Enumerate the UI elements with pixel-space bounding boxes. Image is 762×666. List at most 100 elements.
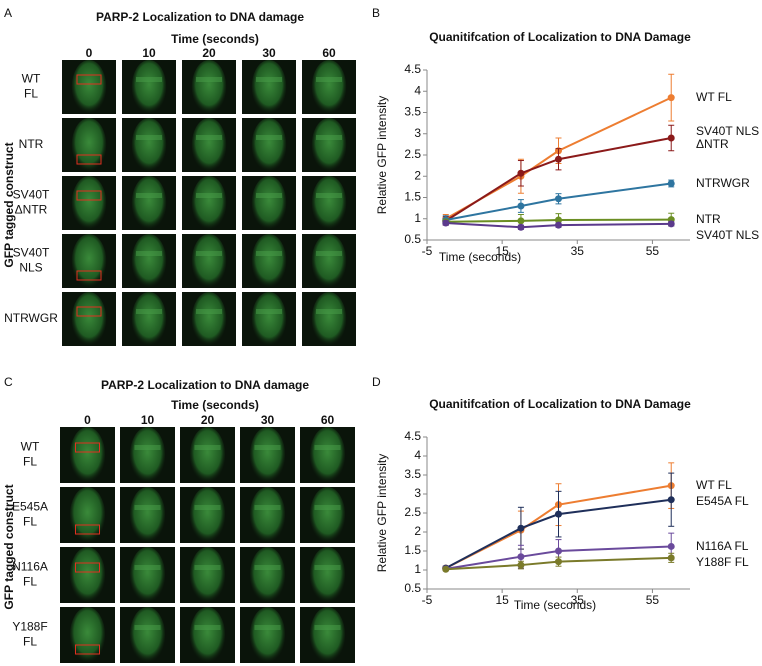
column-label: 10 xyxy=(141,413,155,427)
row-label: SV40T ΔNTR xyxy=(13,188,50,217)
y-axis-title: GFP tagged construct xyxy=(2,484,16,609)
row-label: NTRWGR xyxy=(4,311,58,325)
row-label: WT FL xyxy=(22,72,41,101)
damage-region xyxy=(75,644,100,655)
panel-letter: D xyxy=(372,375,381,389)
x-axis-title: Time (seconds) xyxy=(514,598,596,612)
series-line xyxy=(445,218,672,223)
damage-region xyxy=(75,524,100,535)
y-tick-label: 4 xyxy=(414,83,421,97)
series-label: Y188F FL xyxy=(696,554,749,569)
damage-region xyxy=(76,270,102,281)
cell xyxy=(251,234,287,288)
row-label-line: FL xyxy=(23,575,37,589)
y-tick-label: 3 xyxy=(414,486,421,500)
stripe xyxy=(256,77,282,82)
y-tick-label: 3 xyxy=(414,126,421,140)
stripe xyxy=(256,309,282,314)
cell xyxy=(71,234,107,288)
panel-letter: B xyxy=(372,6,380,20)
stripe xyxy=(136,135,162,140)
stripe xyxy=(254,625,281,630)
y-tick-label: 1.5 xyxy=(404,190,421,204)
column-label: 10 xyxy=(142,46,156,60)
stripe xyxy=(134,505,161,510)
panel-title: PARP-2 Localization to DNA damage xyxy=(96,10,304,24)
cell xyxy=(251,60,287,114)
series-line xyxy=(445,556,672,571)
row-label-line: NTRWGR xyxy=(4,311,58,325)
cell xyxy=(131,292,167,346)
marker xyxy=(517,217,525,225)
stripe xyxy=(316,251,342,256)
cell xyxy=(249,607,286,663)
x-axis-title: Time (seconds) xyxy=(171,398,259,412)
marker xyxy=(517,561,525,569)
cell xyxy=(69,607,106,663)
cell xyxy=(309,487,346,543)
cell xyxy=(189,547,226,603)
cell xyxy=(311,234,347,288)
cell xyxy=(189,427,226,483)
damage-region xyxy=(76,74,102,85)
row-label-line: ΔNTR xyxy=(15,203,48,217)
stripe xyxy=(254,565,281,570)
cell xyxy=(129,547,166,603)
y-tick-label: 2 xyxy=(414,168,421,182)
stripe xyxy=(314,565,341,570)
column-label: 20 xyxy=(202,46,216,60)
cell xyxy=(251,118,287,172)
row-label-line: FL xyxy=(23,515,37,529)
damage-region xyxy=(75,442,100,453)
marker xyxy=(517,524,525,532)
cell xyxy=(71,292,107,346)
row-label-line: NLS xyxy=(19,261,42,275)
marker xyxy=(442,565,450,573)
row-label: E545A FL xyxy=(12,500,48,529)
cell xyxy=(311,176,347,230)
stripe xyxy=(196,77,222,82)
cell xyxy=(251,292,287,346)
row-label-line: FL xyxy=(23,635,37,649)
stripe xyxy=(314,445,341,450)
x-axis-title: Time (seconds) xyxy=(439,250,521,264)
y-tick-label: 1.5 xyxy=(404,543,421,557)
cell xyxy=(71,176,107,230)
marker xyxy=(517,169,525,177)
marker xyxy=(555,195,562,203)
x-tick-label: 15 xyxy=(495,593,509,607)
row-label-line: Y188F xyxy=(12,620,47,634)
cell xyxy=(249,547,286,603)
row-label-line: N116A xyxy=(12,560,48,574)
cell xyxy=(129,607,166,663)
stripe xyxy=(136,77,162,82)
series-line xyxy=(445,498,672,569)
marker xyxy=(667,134,675,142)
marker xyxy=(667,220,675,228)
marker xyxy=(667,496,675,504)
stripe xyxy=(254,505,281,510)
x-tick-label: -5 xyxy=(422,593,433,607)
cell xyxy=(189,607,226,663)
y-tick-label: 3.5 xyxy=(404,105,421,119)
row-label: N116A FL xyxy=(12,560,48,589)
stripe xyxy=(196,309,222,314)
cell xyxy=(71,60,107,114)
x-tick-label: 55 xyxy=(646,593,660,607)
panel-letter: C xyxy=(4,375,13,389)
marker xyxy=(555,216,562,224)
marker xyxy=(555,510,562,518)
y-tick-label: 2.5 xyxy=(404,505,421,519)
cell xyxy=(129,427,166,483)
x-tick-label: -5 xyxy=(422,244,433,258)
cell xyxy=(191,60,227,114)
stripe xyxy=(136,193,162,198)
y-tick-label: 2 xyxy=(414,524,421,538)
row-label-line: FL xyxy=(24,87,38,101)
cell xyxy=(131,118,167,172)
cell xyxy=(71,118,107,172)
row-label: Y188F FL xyxy=(12,620,47,649)
cell xyxy=(69,487,106,543)
